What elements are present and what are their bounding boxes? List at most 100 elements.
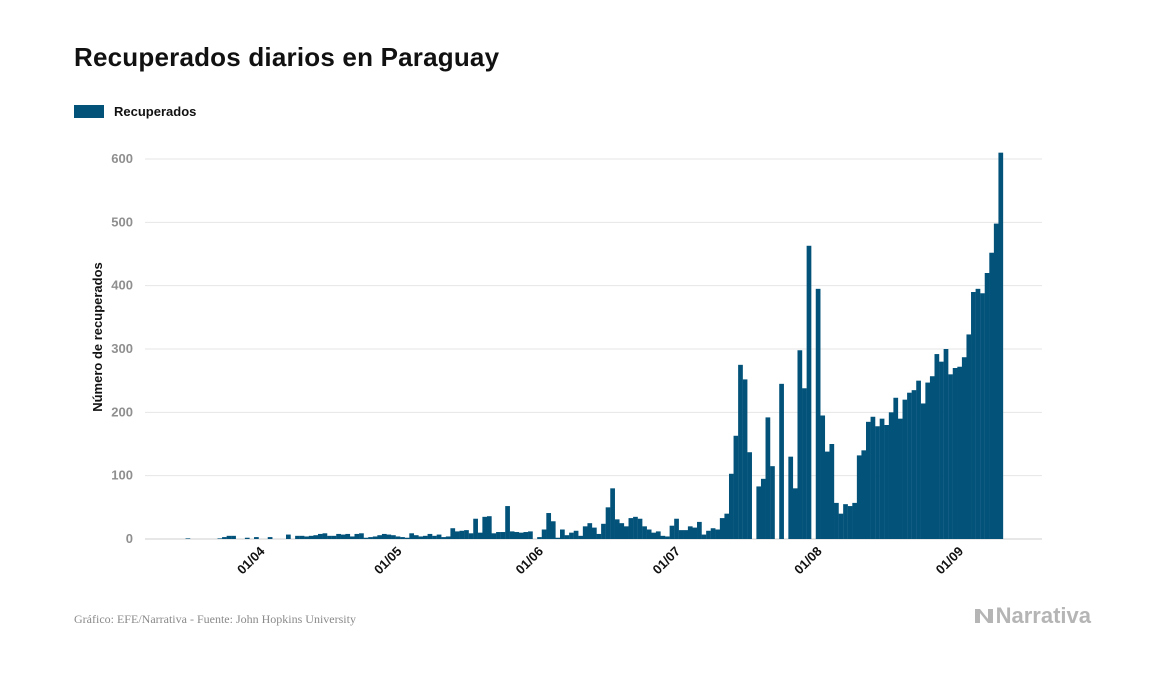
bar: [993, 223, 999, 539]
bar: [509, 531, 515, 539]
bar: [733, 435, 739, 539]
bar: [980, 293, 985, 539]
brand-name: Narrativa: [995, 603, 1091, 628]
bar: [418, 536, 424, 539]
bar: [596, 533, 602, 539]
bar: [687, 526, 693, 539]
bar: [496, 532, 501, 539]
bar: [674, 518, 679, 539]
bar: [779, 383, 784, 539]
bar: [865, 421, 871, 539]
bar: [655, 531, 661, 539]
bar: [423, 535, 428, 539]
bar: [701, 534, 707, 539]
bar: [824, 451, 830, 539]
bar: [920, 403, 926, 539]
bar: [400, 537, 405, 539]
bar: [308, 535, 314, 539]
bar: [829, 444, 835, 539]
y-tick-label: 400: [111, 278, 133, 293]
bar: [856, 455, 862, 539]
bar: [336, 533, 341, 539]
y-tick-label: 200: [111, 404, 133, 419]
bar: [875, 426, 880, 539]
legend: Recuperados: [74, 104, 196, 119]
bar: [998, 152, 1004, 539]
bar: [692, 527, 698, 539]
bar: [550, 521, 556, 539]
bar: [943, 349, 949, 539]
y-tick-label: 500: [111, 214, 133, 229]
bar: [765, 417, 771, 539]
bar: [587, 523, 593, 539]
bar: [546, 513, 552, 539]
bar: [957, 366, 963, 539]
bar: [907, 392, 912, 539]
bar: [254, 537, 259, 539]
bar: [948, 374, 953, 539]
bar: [952, 368, 958, 539]
bar: [870, 416, 876, 539]
bar: [925, 382, 931, 539]
bar: [491, 533, 497, 539]
bar: [244, 537, 250, 539]
narrativa-n-icon: [974, 609, 993, 623]
bar: [756, 486, 762, 539]
bar: [619, 523, 625, 539]
y-tick-label: 0: [126, 531, 133, 546]
bar: [386, 534, 392, 539]
bar: [747, 452, 752, 539]
bar: [719, 518, 725, 539]
bar: [450, 528, 456, 539]
bar: [486, 516, 492, 539]
bar: [560, 529, 565, 539]
bar: [852, 502, 858, 539]
y-tick-label: 300: [111, 341, 133, 356]
bar: [295, 535, 300, 539]
bar: [633, 516, 638, 539]
bar: [788, 456, 794, 539]
bar: [473, 518, 478, 539]
bar: [797, 350, 803, 539]
bar: [267, 537, 273, 539]
bar: [706, 530, 711, 539]
bar: [372, 536, 378, 539]
bar: [363, 537, 369, 539]
bar: [660, 535, 666, 539]
bar: [669, 525, 675, 539]
bar: [601, 523, 606, 539]
x-tick-label: 01/09: [933, 544, 967, 578]
x-tick-label: 01/07: [650, 544, 684, 578]
bar: [806, 245, 812, 539]
x-tick-label: 01/04: [234, 543, 268, 577]
bar: [331, 535, 337, 539]
bar: [381, 533, 387, 539]
bar: [989, 252, 995, 539]
bar: [518, 532, 524, 539]
bar: [222, 537, 227, 539]
bar: [665, 536, 670, 539]
bar: [738, 364, 743, 539]
bar: [879, 418, 885, 539]
bar: [404, 537, 410, 539]
bar: [975, 288, 981, 539]
bar: [820, 415, 826, 539]
bar: [715, 529, 721, 539]
bar: [217, 538, 223, 539]
bar: [939, 361, 944, 539]
bar: [628, 518, 634, 539]
bar: [893, 397, 899, 539]
legend-label: Recuperados: [114, 104, 197, 119]
y-tick-label: 100: [111, 468, 133, 483]
bar: [637, 518, 643, 539]
bar: [742, 379, 748, 539]
bar: [445, 536, 451, 539]
bar: [231, 535, 236, 539]
bar: [555, 537, 561, 539]
bar: [642, 526, 647, 539]
source-note: Gráfico: EFE/Narrativa - Fuente: John Ho…: [74, 612, 356, 626]
bar: [934, 354, 940, 539]
bar: [226, 535, 232, 539]
bar: [482, 516, 488, 539]
bar: [286, 534, 291, 539]
